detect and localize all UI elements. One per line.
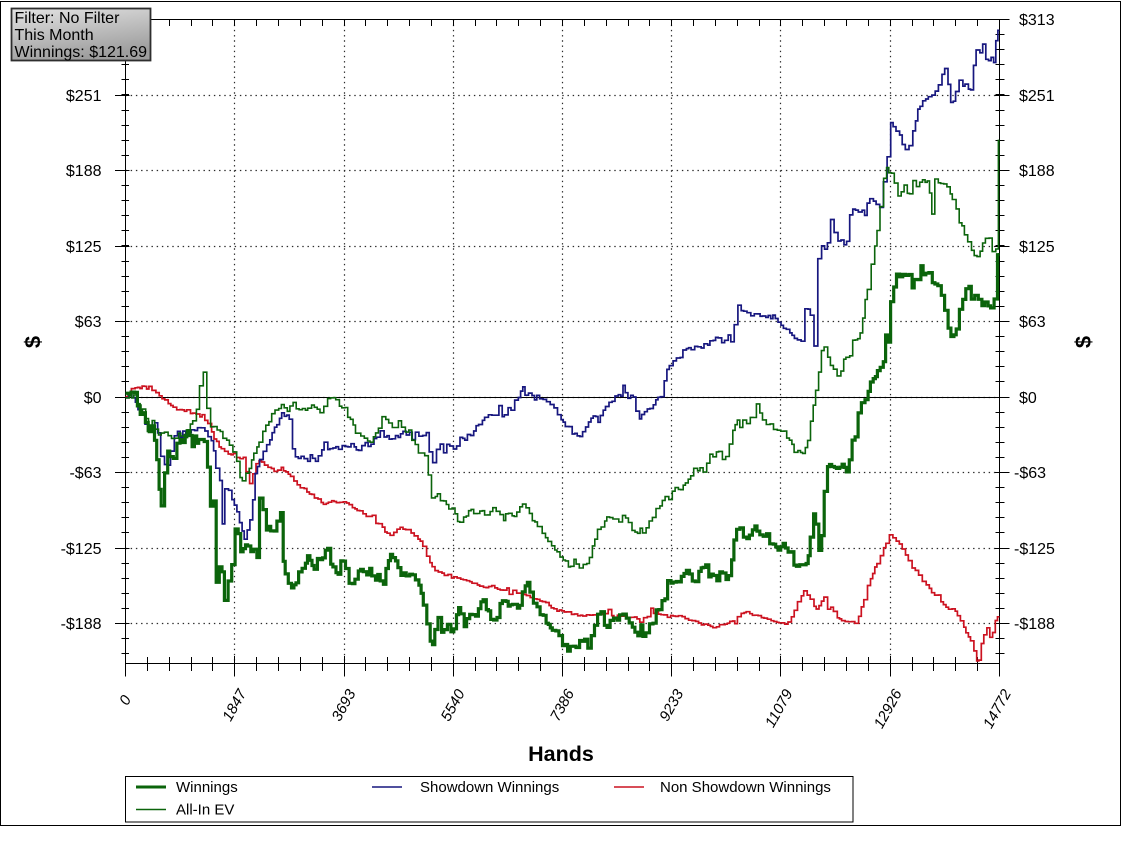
svg-text:$125: $125 [66,239,102,256]
svg-text:$251: $251 [1019,88,1055,105]
svg-text:$: $ [21,336,46,348]
svg-text:$188: $188 [66,163,102,180]
svg-text:$63: $63 [1019,314,1046,331]
svg-text:-$63: -$63 [69,465,101,482]
svg-text:Hands: Hands [528,742,594,766]
svg-text:-$125: -$125 [1014,541,1055,558]
svg-text:$125: $125 [1019,239,1055,256]
svg-text:$313: $313 [1019,12,1055,29]
svg-text:Winnings: Winnings [176,779,238,796]
svg-text:$0: $0 [84,390,102,407]
svg-text:Filter: No Filter: Filter: No Filter [15,10,121,27]
svg-text:$0: $0 [1019,390,1037,407]
svg-text:$63: $63 [75,314,102,331]
svg-text:$: $ [1071,336,1096,348]
svg-text:-$188: -$188 [1014,616,1055,633]
svg-text:-$63: -$63 [1014,465,1046,482]
svg-text:Non Showdown Winnings: Non Showdown Winnings [660,779,831,796]
svg-text:-$125: -$125 [61,541,102,558]
svg-text:Showdown Winnings: Showdown Winnings [420,779,559,796]
svg-text:This Month: This Month [15,27,94,44]
svg-text:Winnings: $121.69: Winnings: $121.69 [15,44,148,61]
svg-text:All-In EV: All-In EV [176,802,234,819]
svg-text:$251: $251 [66,88,102,105]
svg-text:-$188: -$188 [61,616,102,633]
svg-text:$188: $188 [1019,163,1055,180]
